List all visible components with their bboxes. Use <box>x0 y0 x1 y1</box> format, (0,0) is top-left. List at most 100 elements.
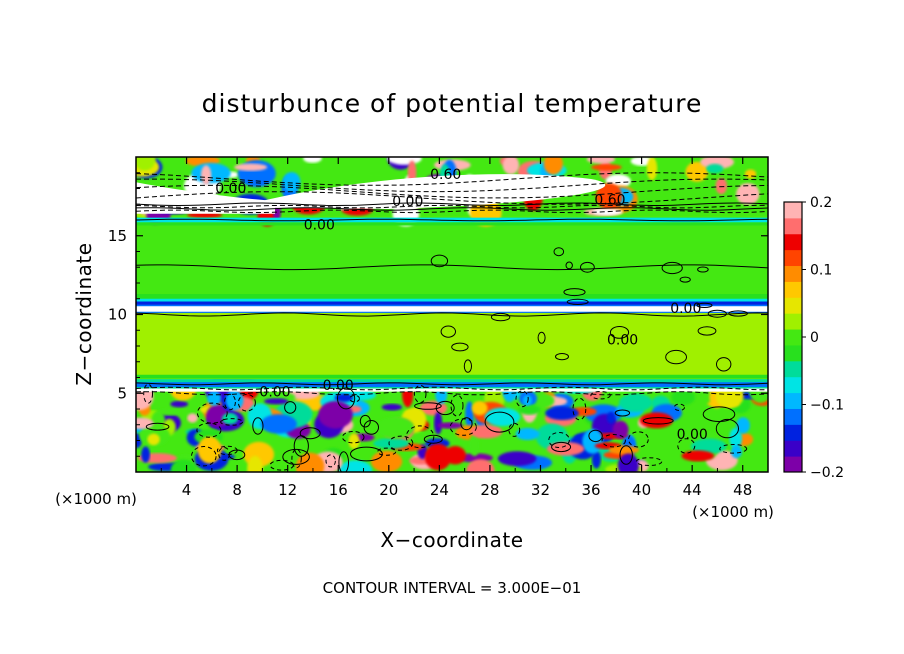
colorbar-swatch <box>784 408 802 425</box>
contour-label: 0.60 <box>430 167 461 183</box>
contour-loop <box>673 403 686 411</box>
field-blob <box>170 459 197 472</box>
field-blob <box>170 400 189 408</box>
field-blob <box>234 163 268 171</box>
contour-loop <box>555 353 569 361</box>
field-blob <box>729 427 742 449</box>
contour-loop <box>299 427 321 440</box>
field-blob <box>297 457 321 472</box>
contour-line <box>136 218 768 222</box>
contour-loop <box>350 446 383 462</box>
contour-loop <box>449 418 477 436</box>
contour-label: 0.00 <box>323 378 354 394</box>
field-blob <box>466 459 495 472</box>
contour-label: 0.00 <box>670 301 701 317</box>
chart-title: disturbunce of potential temperature <box>202 89 703 118</box>
contour-loop <box>665 349 687 365</box>
field-blob <box>685 161 709 182</box>
contour-loop <box>237 393 256 412</box>
y-axis: 5 10 15 <box>108 172 768 457</box>
field-blob <box>136 157 156 171</box>
field-blob <box>484 407 521 427</box>
contour-loop <box>590 391 611 400</box>
contour-line <box>136 209 768 214</box>
contour-loop <box>565 261 573 270</box>
colorbar-swatch <box>784 233 802 251</box>
field-blob <box>387 157 422 165</box>
colorbar: 0.2 0.1 0 −0.1 −0.2 <box>783 195 844 481</box>
field-blob <box>543 157 563 175</box>
x-tick-label: 40 <box>632 481 651 499</box>
x-tick-label: 20 <box>379 481 398 499</box>
field-blob <box>706 163 724 174</box>
contour-loop <box>291 448 302 469</box>
field-blob <box>207 390 222 406</box>
contour-loop <box>697 266 709 273</box>
x-tick-label: 32 <box>531 481 550 499</box>
colorbar-swatch <box>784 424 802 441</box>
contour-loop <box>196 402 228 424</box>
field-blob <box>617 453 639 472</box>
contour-loop <box>551 441 572 453</box>
field-blob <box>260 414 297 434</box>
field-blob <box>371 450 403 472</box>
field-blob <box>546 442 585 456</box>
field-blob <box>264 398 289 405</box>
contour-label: 0.60 <box>594 192 625 208</box>
field-blob <box>690 438 727 454</box>
field-stripe <box>136 300 768 305</box>
field-blob <box>434 411 443 435</box>
colorbar-swatch <box>784 392 802 409</box>
y-tick-label: 5 <box>117 384 127 402</box>
contour-loop <box>553 247 565 257</box>
contour-loop <box>588 429 603 443</box>
contour-line <box>136 207 768 211</box>
field-blob <box>515 427 540 441</box>
contour-loop <box>435 400 455 416</box>
contour-line <box>136 386 768 391</box>
contour-loop <box>405 425 435 449</box>
contour-loop <box>325 454 336 468</box>
band-fill <box>136 216 768 296</box>
contour-loop <box>619 445 633 465</box>
field-blob <box>381 403 403 411</box>
x-unit-right: (×1000 m) <box>692 503 774 521</box>
contour-loop <box>349 394 360 403</box>
field-blob <box>681 450 715 462</box>
field-band <box>136 216 768 296</box>
contour-loop <box>642 417 674 425</box>
contour-loop <box>143 383 154 404</box>
field-blob <box>338 460 373 472</box>
contour-loop <box>145 422 170 431</box>
field-blob <box>591 164 622 171</box>
contour-line <box>136 191 768 205</box>
field-blob <box>671 389 695 406</box>
field-stripe <box>136 222 768 226</box>
field-blob <box>187 413 198 423</box>
field-blob <box>470 424 503 439</box>
contour-loop <box>338 451 349 472</box>
colorbar-tick-label: −0.2 <box>810 465 844 481</box>
contour-loop <box>460 417 473 431</box>
colorbar-swatch <box>784 281 802 298</box>
contour-loop <box>440 325 456 338</box>
field-blob <box>469 433 480 457</box>
x-tick-label: 8 <box>232 481 242 499</box>
field-blob <box>545 406 579 421</box>
y-axis-label: Z−coordinate <box>72 242 96 385</box>
field-blob <box>136 417 154 429</box>
contour-label: 0.00 <box>215 181 246 197</box>
colorbar-swatch <box>784 440 802 457</box>
contour-loop <box>677 438 696 454</box>
contour-loop <box>341 431 365 444</box>
contour-label: 0.00 <box>607 332 638 348</box>
field-blob <box>197 436 222 464</box>
field-blob <box>646 157 658 181</box>
contour-line <box>136 184 768 199</box>
contour-loop <box>388 435 414 451</box>
y-tick-label: 15 <box>108 227 127 245</box>
contour-loop <box>537 331 546 344</box>
contour-interval-note: CONTOUR INTERVAL = 3.000E−01 <box>323 579 582 597</box>
contour-loop <box>707 309 727 318</box>
